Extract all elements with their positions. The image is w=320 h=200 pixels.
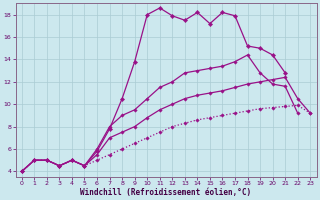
- X-axis label: Windchill (Refroidissement éolien,°C): Windchill (Refroidissement éolien,°C): [80, 188, 252, 197]
